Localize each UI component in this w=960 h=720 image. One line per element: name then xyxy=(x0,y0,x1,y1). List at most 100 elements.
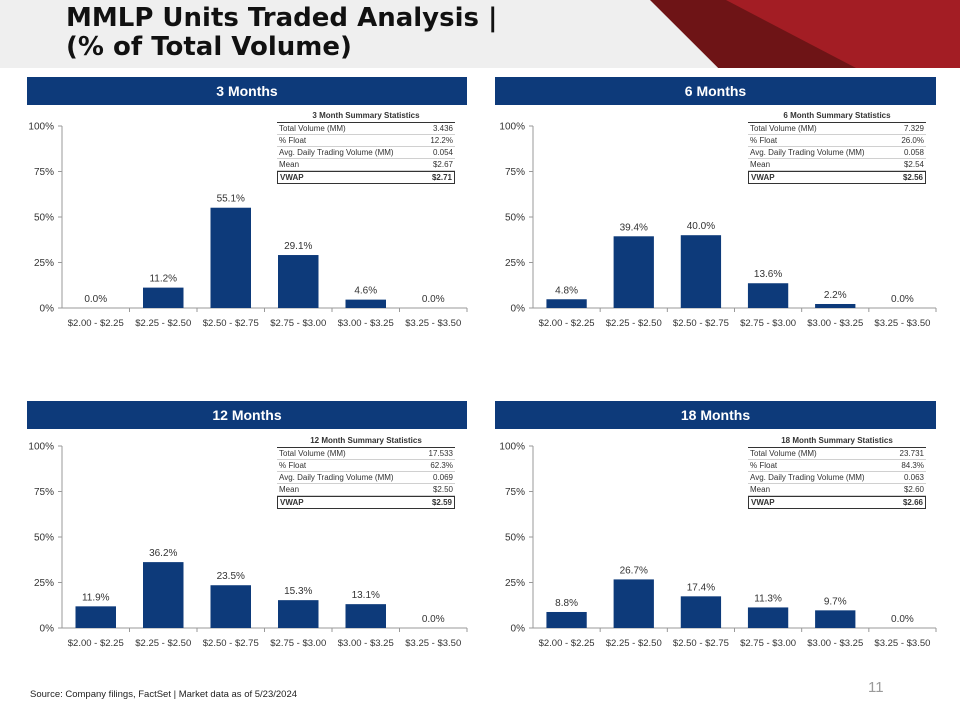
x-tick-label: $3.00 - $3.25 xyxy=(807,318,863,329)
y-tick-label: 75% xyxy=(34,167,54,178)
page-title: MMLP Units Traded Analysis | (% of Total… xyxy=(66,4,498,62)
x-tick-label: $2.25 - $2.50 xyxy=(606,318,662,329)
page-title-line-2: (% of Total Volume) xyxy=(66,32,352,62)
x-tick-label: $3.25 - $3.50 xyxy=(874,638,930,649)
y-tick-label: 50% xyxy=(505,533,525,544)
y-tick-label: 25% xyxy=(34,258,54,269)
x-tick-label: $2.50 - $2.75 xyxy=(203,638,259,649)
stats-row: Avg. Daily Trading Volume (MM) 0.063 xyxy=(748,472,926,484)
stats-value: 17.533 xyxy=(428,449,453,458)
x-tick-label: $2.75 - $3.00 xyxy=(270,318,326,329)
stats-value: 0.058 xyxy=(903,148,924,157)
bar xyxy=(815,610,856,628)
stats-value: 26.0% xyxy=(901,136,924,145)
stats-label: Avg. Daily Trading Volume (MM) xyxy=(750,473,865,482)
stats-row: Mean $2.54 xyxy=(748,159,926,171)
stats-label: Mean xyxy=(750,160,771,169)
stats-label: Mean xyxy=(750,485,771,494)
summary-stats-18-months: 18 Month Summary Statistics Total Volume… xyxy=(748,435,926,509)
data-label: 23.5% xyxy=(217,571,245,582)
stats-label: Mean xyxy=(279,160,300,169)
bar xyxy=(747,607,789,628)
data-label: 0.0% xyxy=(891,614,914,625)
bar xyxy=(613,579,654,628)
chart-6-months-svg: 0% 25% 50% 75% 100% 4.8% $2.00 - $2.25 39.4% $2.… xyxy=(499,122,937,329)
stats-row: Avg. Daily Trading Volume (MM) 0.069 xyxy=(277,472,455,484)
stats-title: 18 Month Summary Statistics xyxy=(748,435,926,448)
bar xyxy=(680,235,722,308)
y-tick-label: 25% xyxy=(34,578,54,589)
stats-label: Avg. Daily Trading Volume (MM) xyxy=(279,473,394,482)
chart-12-months-svg: 0% 25% 50% 75% 100% 11.9% $2.00 - $2.25 36.2% $2… xyxy=(28,442,468,649)
chart-18-months-svg: 0% 25% 50% 75% 100% 8.8% $2.00 - $2.25 26.7% $2.… xyxy=(499,442,937,649)
y-tick-label: 0% xyxy=(40,304,55,315)
stats-label: VWAP xyxy=(751,173,775,182)
stats-row: Mean $2.60 xyxy=(748,484,926,496)
stats-label: % Float xyxy=(750,461,778,470)
data-label: 2.2% xyxy=(824,290,847,301)
summary-stats-3-months: 3 Month Summary Statistics Total Volume … xyxy=(277,110,455,184)
stats-value: $2.66 xyxy=(902,498,923,507)
bar xyxy=(278,255,319,308)
data-label: 11.9% xyxy=(82,592,110,603)
y-tick-label: 100% xyxy=(28,442,54,453)
bar xyxy=(75,606,116,628)
data-label: 11.2% xyxy=(149,274,177,285)
bar xyxy=(815,303,856,308)
stats-vwap-row: VWAP $2.71 xyxy=(277,171,455,184)
stats-value: 23.731 xyxy=(899,449,924,458)
chart-18-months: 0% 25% 50% 75% 100% 8.8% $2.00 - $2.25 26.7% $2.… xyxy=(480,430,960,660)
stats-title: 6 Month Summary Statistics xyxy=(748,110,926,123)
stats-label: Total Volume (MM) xyxy=(750,124,817,133)
stats-value: 62.3% xyxy=(430,461,453,470)
stats-value: 7.329 xyxy=(903,124,924,133)
data-label: 0.0% xyxy=(422,614,445,625)
stats-row: Mean $2.50 xyxy=(277,484,455,496)
stats-value: 0.069 xyxy=(432,473,453,482)
stats-value: $2.60 xyxy=(903,485,924,494)
x-tick-label: $2.25 - $2.50 xyxy=(135,318,191,329)
x-tick-label: $3.00 - $3.25 xyxy=(807,638,863,649)
bar xyxy=(747,283,789,308)
y-tick-label: 0% xyxy=(511,304,526,315)
x-tick-label: $2.75 - $3.00 xyxy=(270,638,326,649)
x-tick-label: $3.25 - $3.50 xyxy=(405,318,461,329)
source-note: Source: Company filings, FactSet | Marke… xyxy=(30,689,298,700)
page-number: 11 xyxy=(868,679,884,696)
data-label: 8.8% xyxy=(555,598,578,609)
stats-row: Avg. Daily Trading Volume (MM) 0.054 xyxy=(277,147,455,159)
stats-row: % Float 84.3% xyxy=(748,460,926,472)
stats-row: % Float 62.3% xyxy=(277,460,455,472)
data-label: 55.1% xyxy=(217,194,245,205)
stats-label: Total Volume (MM) xyxy=(279,449,346,458)
stats-label: Avg. Daily Trading Volume (MM) xyxy=(750,148,865,157)
x-tick-label: $2.25 - $2.50 xyxy=(135,638,191,649)
panel-header-6-months: 6 Months xyxy=(495,77,936,105)
x-tick-label: $2.50 - $2.75 xyxy=(673,318,729,329)
x-tick-label: $2.50 - $2.75 xyxy=(673,638,729,649)
x-tick-label: $2.75 - $3.00 xyxy=(740,318,796,329)
x-tick-label: $3.25 - $3.50 xyxy=(405,638,461,649)
stats-label: Mean xyxy=(279,485,300,494)
y-tick-label: 100% xyxy=(28,122,54,133)
y-tick-label: 75% xyxy=(505,167,525,178)
stats-value: 0.054 xyxy=(432,148,453,157)
panel-header-18-months: 18 Months xyxy=(495,401,936,429)
bar xyxy=(210,207,251,308)
chart-6-months: 0% 25% 50% 75% 100% 4.8% $2.00 - $2.25 39.4% $2.… xyxy=(480,110,960,340)
data-label: 17.4% xyxy=(687,582,715,593)
stats-row: Mean $2.67 xyxy=(277,159,455,171)
x-tick-label: $2.00 - $2.25 xyxy=(539,318,595,329)
x-tick-label: $2.25 - $2.50 xyxy=(606,638,662,649)
summary-stats-6-months: 6 Month Summary Statistics Total Volume … xyxy=(748,110,926,184)
stats-value: $2.67 xyxy=(432,160,453,169)
data-label: 29.1% xyxy=(284,241,312,252)
stats-value: $2.54 xyxy=(903,160,924,169)
stats-value: $2.50 xyxy=(432,485,453,494)
data-label: 0.0% xyxy=(422,294,445,305)
stats-label: % Float xyxy=(279,136,307,145)
stats-value: 84.3% xyxy=(901,461,924,470)
stats-label: VWAP xyxy=(280,498,304,507)
panel-header-12-months: 12 Months xyxy=(27,401,467,429)
x-tick-label: $2.00 - $2.25 xyxy=(68,638,124,649)
